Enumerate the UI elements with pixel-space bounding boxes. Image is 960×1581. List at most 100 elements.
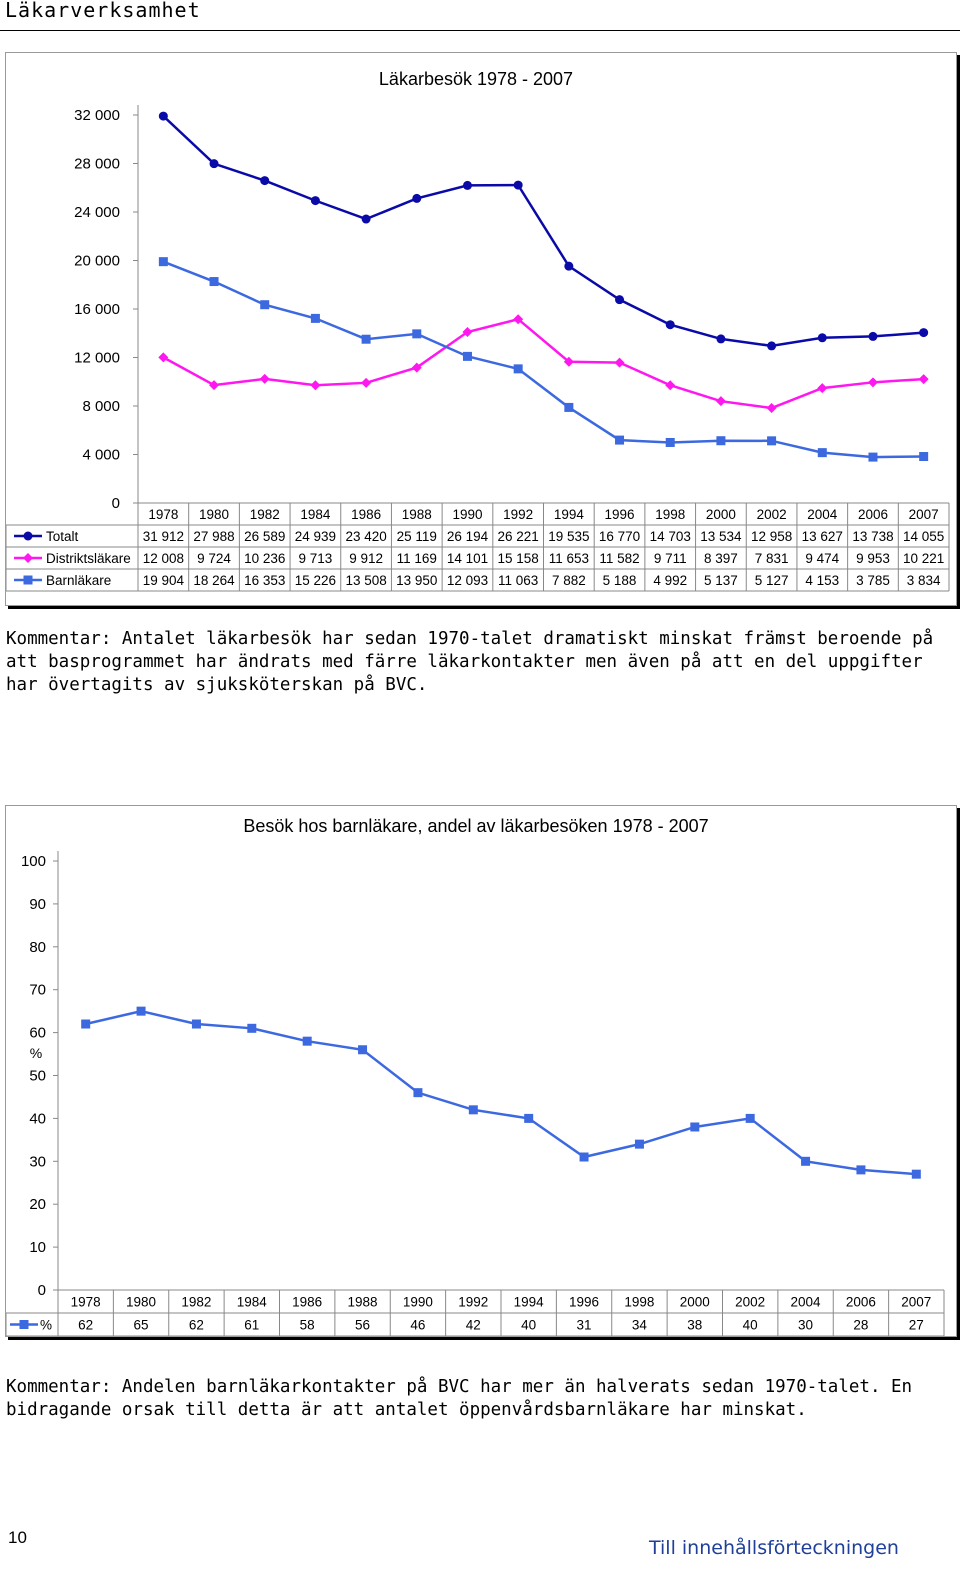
y-tick-label: 90 [29, 896, 46, 913]
heading-rule [0, 30, 960, 31]
x-tick-label: 1992 [458, 1295, 488, 1310]
data-label: 9 474 [805, 551, 839, 566]
x-tick-label: 1990 [403, 1295, 433, 1310]
data-label: 11 169 [397, 551, 437, 566]
data-point [259, 373, 270, 384]
data-label: 56 [355, 1318, 370, 1333]
legend-key-marker [23, 531, 33, 541]
data-label: 9 953 [856, 551, 890, 566]
y-tick-label: 24 000 [74, 204, 120, 221]
data-point [817, 383, 828, 394]
x-tick-label: 1998 [655, 507, 685, 522]
x-tick-label: 2006 [846, 1295, 876, 1310]
data-point [856, 1165, 866, 1175]
data-point [715, 396, 726, 407]
data-point [868, 452, 878, 462]
series-line [162, 260, 924, 459]
data-label: 3 834 [907, 573, 941, 588]
x-tick-label: 1992 [503, 507, 533, 522]
x-tick-label: 2004 [807, 507, 838, 522]
data-point [615, 435, 625, 445]
data-label: 30 [798, 1318, 813, 1333]
data-label: 9 713 [299, 551, 333, 566]
data-label: 7 882 [552, 573, 586, 588]
y-tick-label: 20 [29, 1196, 46, 1213]
data-label: 8 397 [704, 551, 738, 566]
data-label: 4 153 [805, 573, 839, 588]
data-label: 31 [577, 1318, 592, 1333]
data-point [358, 1045, 368, 1055]
data-point [919, 328, 929, 338]
x-tick-label: 1996 [569, 1295, 599, 1310]
data-label: 14 101 [447, 551, 488, 566]
data-label: 14 055 [903, 529, 944, 544]
y-tick-label: 80 [29, 939, 46, 956]
x-tick-label: 1982 [181, 1295, 211, 1310]
data-label: 65 [134, 1318, 149, 1333]
data-point [361, 334, 371, 344]
data-point [817, 333, 827, 343]
x-tick-label: 1982 [250, 507, 280, 522]
data-label: 9 711 [654, 551, 687, 566]
y-tick-label: 8 000 [82, 398, 120, 415]
data-point [919, 452, 929, 462]
data-label: 16 353 [244, 573, 285, 588]
x-tick-label: 1998 [624, 1295, 654, 1310]
data-point [191, 1019, 201, 1029]
data-point [614, 357, 625, 368]
data-point [801, 1156, 811, 1166]
data-point [665, 320, 675, 330]
data-label: 28 [853, 1318, 868, 1333]
series-line [162, 115, 924, 348]
series-line [162, 317, 924, 410]
data-label: 10 221 [903, 551, 944, 566]
legend-key-marker [23, 553, 33, 563]
data-label: 23 420 [345, 529, 386, 544]
data-label: 13 508 [345, 573, 386, 588]
data-label: 18 264 [193, 573, 235, 588]
x-tick-label: 2007 [901, 1295, 931, 1310]
x-tick-label: 1988 [402, 507, 432, 522]
data-point [158, 352, 169, 363]
data-point [310, 380, 321, 391]
x-tick-label: 1994 [514, 1295, 545, 1310]
data-label: 12 008 [143, 551, 184, 566]
data-point [260, 300, 270, 310]
data-point [867, 377, 878, 388]
data-label: 11 653 [549, 551, 589, 566]
data-point [158, 111, 168, 121]
data-label: 15 226 [295, 573, 336, 588]
data-point [158, 257, 168, 267]
data-label: 31 912 [143, 529, 184, 544]
legend-key-marker [23, 575, 33, 585]
data-label: 46 [410, 1318, 425, 1333]
y-tick-label: 20 000 [74, 253, 120, 270]
data-point [136, 1006, 146, 1016]
data-point [513, 314, 524, 325]
data-point [209, 159, 219, 169]
data-label: 5 137 [704, 573, 738, 588]
x-tick-label: 1984 [300, 507, 331, 522]
x-tick-label: 2006 [858, 507, 888, 522]
series-2 [158, 257, 929, 462]
data-label: 5 188 [603, 573, 637, 588]
data-point [817, 448, 827, 458]
data-point [918, 374, 929, 385]
data-point [745, 1113, 755, 1123]
data-label: 7 831 [755, 551, 789, 566]
data-point [563, 356, 574, 367]
data-label: 58 [300, 1318, 315, 1333]
data-point [462, 351, 472, 361]
data-label: 26 194 [447, 529, 489, 544]
toc-link[interactable]: Till innehållsförteckningen [649, 1537, 899, 1559]
data-point [564, 402, 574, 412]
data-label: 16 770 [599, 529, 640, 544]
y-tick-label: 0 [38, 1282, 46, 1299]
y-tick-label: 0 [112, 495, 120, 512]
chart-lakarbesok-svg: Läkarbesök 1978 - 2007 0 4 000 8 000 12 000 1… [6, 69, 950, 592]
y-tick-label: 100 [21, 853, 46, 870]
data-label: 40 [743, 1318, 758, 1333]
data-label: 14 703 [650, 529, 691, 544]
comment-lakarbesok: Kommentar: Antalet läkarbesök har sedan … [6, 629, 934, 695]
data-label: 19 904 [143, 573, 185, 588]
